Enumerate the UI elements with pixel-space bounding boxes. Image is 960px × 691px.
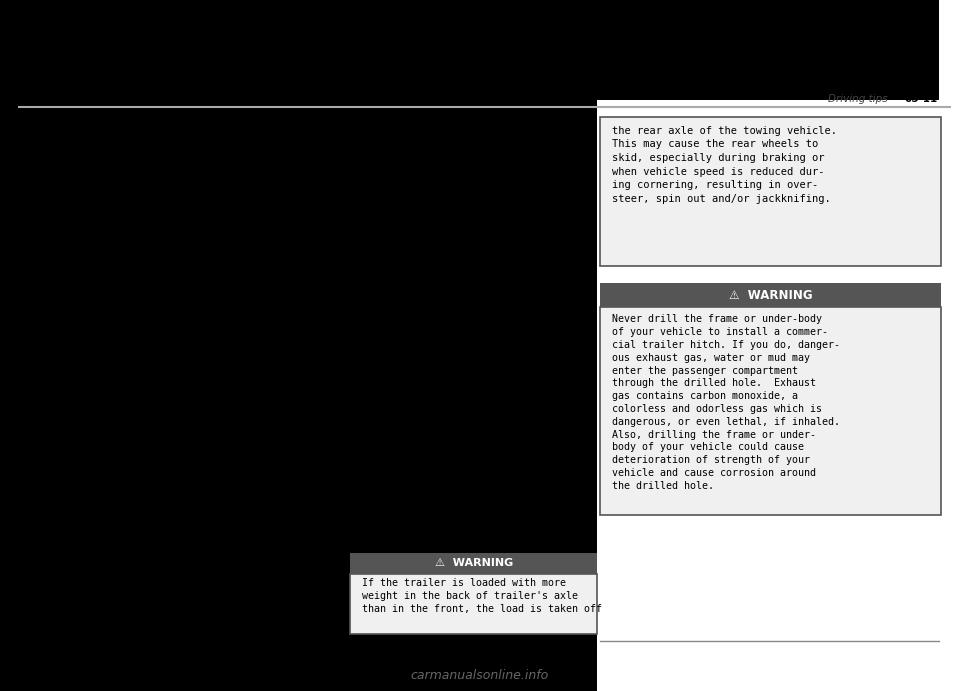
Text: ⚠  WARNING: ⚠ WARNING [729,289,812,302]
Text: Driving tips: Driving tips [828,94,888,104]
Text: 05-11: 05-11 [904,94,938,104]
Text: the rear axle of the towing vehicle.
This may cause the rear wheels to
skid, esp: the rear axle of the towing vehicle. Thi… [612,126,836,204]
FancyBboxPatch shape [0,0,960,100]
FancyBboxPatch shape [350,574,597,634]
FancyBboxPatch shape [939,0,960,691]
FancyBboxPatch shape [600,283,941,307]
Text: carmanualsonline.info: carmanualsonline.info [411,670,549,682]
FancyBboxPatch shape [600,117,941,266]
Text: If the trailer is loaded with more
weight in the back of trailer's axle
than in : If the trailer is loaded with more weigh… [362,578,602,614]
FancyBboxPatch shape [350,553,597,574]
Text: Never drill the frame or under-body
of your vehicle to install a commer-
cial tr: Never drill the frame or under-body of y… [612,314,839,491]
FancyBboxPatch shape [600,307,941,515]
FancyBboxPatch shape [0,0,597,691]
Text: ⚠  WARNING: ⚠ WARNING [435,558,513,568]
